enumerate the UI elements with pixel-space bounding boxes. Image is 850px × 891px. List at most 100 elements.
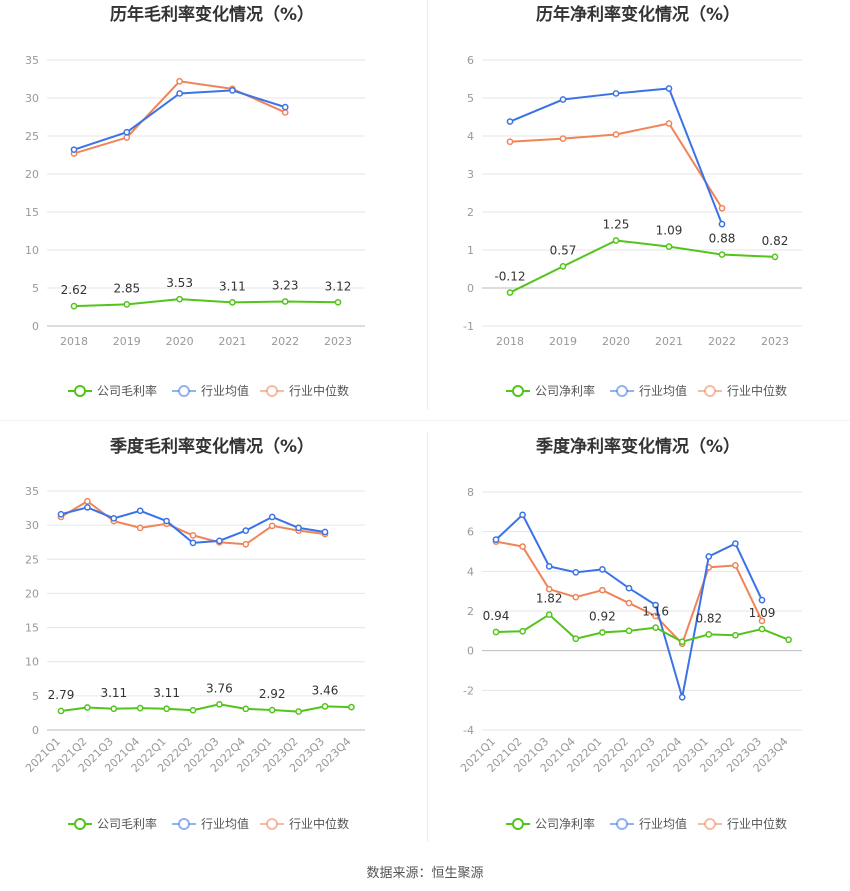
data-source-note: 数据来源：恒生聚源 <box>366 866 484 881</box>
data-point-company <box>718 251 726 258</box>
legend-label: 行业均值 <box>639 816 687 831</box>
data-point-industry_median <box>545 585 553 593</box>
series-line-company <box>495 613 789 643</box>
data-point-industry_avg <box>665 85 673 92</box>
data-point-industry_avg <box>705 553 713 560</box>
legend-item-industry_median[interactable]: 行业中位数 <box>260 383 349 398</box>
data-point-company <box>70 302 78 310</box>
legend-item-industry_avg[interactable]: 行业均值 <box>172 816 249 831</box>
data-point-company <box>84 704 91 711</box>
data-point-industry_median <box>123 134 131 141</box>
data-point-industry_avg <box>545 563 553 570</box>
legend-label: 行业中位数 <box>727 383 787 398</box>
y-tick-label: 30 <box>25 519 39 532</box>
data-label: 2.92 <box>259 687 286 701</box>
data-point-industry_avg <box>718 220 726 228</box>
data-point-company <box>229 299 236 306</box>
chart-title: 历年毛利率变化情况（%） <box>110 4 314 25</box>
chart-title: 季度净利率变化情况（%） <box>536 436 740 457</box>
data-point-company <box>321 703 329 710</box>
data-label: 1.25 <box>603 218 630 232</box>
y-tick-label: 0 <box>32 320 39 333</box>
data-point-industry_avg <box>57 510 65 518</box>
data-label: 1.16 <box>642 605 669 619</box>
data-point-industry_avg <box>492 536 500 543</box>
series-line-company <box>60 703 352 713</box>
data-point-company <box>652 624 659 632</box>
data-point-industry_avg <box>295 524 302 532</box>
y-tick-label: 4 <box>467 565 474 578</box>
data-point-industry_avg <box>612 90 620 97</box>
legend-item-industry_median[interactable]: 行业中位数 <box>698 816 787 831</box>
legend-label: 公司毛利率 <box>97 816 157 831</box>
data-point-company <box>189 706 197 714</box>
data-point-industry_avg <box>84 504 91 511</box>
data-point-industry_median <box>136 524 144 532</box>
data-label: 0.92 <box>589 609 616 623</box>
series-line-company <box>73 298 339 308</box>
y-tick-label: 4 <box>467 130 474 143</box>
legend-label: 行业均值 <box>201 816 249 831</box>
legend-item-industry_avg[interactable]: 行业均值 <box>610 383 687 398</box>
y-tick-label: 6 <box>467 54 474 67</box>
data-point-industry_median <box>599 586 606 594</box>
data-point-industry_avg <box>242 527 250 534</box>
data-point-company <box>334 298 342 306</box>
data-point-company <box>492 628 500 636</box>
legend-swatch-marker <box>512 818 524 830</box>
chart-title: 历年净利率变化情况（%） <box>536 4 740 25</box>
data-point-industry_avg <box>506 118 514 125</box>
data-point-company <box>758 625 766 633</box>
data-point-industry_avg <box>652 601 659 609</box>
y-tick-label: 15 <box>25 206 39 219</box>
data-label: 0.94 <box>483 609 510 623</box>
legend-item-industry_median[interactable]: 行业中位数 <box>260 816 349 831</box>
data-point-company <box>57 707 65 715</box>
data-label: 3.11 <box>100 686 127 700</box>
data-point-company <box>136 704 144 712</box>
legend-item-industry_median[interactable]: 行业中位数 <box>698 383 787 398</box>
x-tick-label: 2021 <box>218 335 246 348</box>
legend-swatch-marker <box>74 818 86 830</box>
data-point-industry_median <box>519 543 526 550</box>
data-point-company <box>281 298 289 305</box>
data-point-industry_avg <box>572 568 580 576</box>
y-tick-label: 8 <box>467 486 474 499</box>
y-tick-label: 10 <box>25 656 39 669</box>
y-tick-label: 30 <box>25 92 39 105</box>
legend-item-company[interactable]: 公司毛利率 <box>68 383 157 398</box>
legend-label: 公司净利率 <box>535 383 595 398</box>
legend-item-industry_avg[interactable]: 行业均值 <box>172 383 249 398</box>
x-tick-label: 2019 <box>549 335 577 348</box>
data-point-company <box>506 289 514 296</box>
data-point-industry_median <box>242 540 250 548</box>
data-point-industry_median <box>758 617 766 625</box>
legend-label: 行业中位数 <box>289 816 349 831</box>
y-tick-label: 20 <box>25 168 39 181</box>
data-label: 3.53 <box>166 276 193 290</box>
data-label: 0.82 <box>695 611 722 625</box>
legend-item-company[interactable]: 公司净利率 <box>506 383 595 398</box>
data-label: 3.12 <box>325 279 352 293</box>
y-tick-label: 3 <box>467 168 474 181</box>
legend-label: 行业中位数 <box>727 816 787 831</box>
legend-swatch-marker <box>266 385 278 397</box>
data-point-company <box>732 631 739 639</box>
data-label: 2.85 <box>113 281 140 295</box>
data-point-industry_avg <box>732 540 739 547</box>
data-point-company <box>665 243 673 250</box>
legend-item-industry_avg[interactable]: 行业均值 <box>610 816 687 831</box>
legend-swatch-marker <box>178 818 190 830</box>
legend-item-company[interactable]: 公司净利率 <box>506 816 595 831</box>
y-tick-label: 2 <box>467 206 474 219</box>
legend-label: 公司净利率 <box>535 816 595 831</box>
y-tick-label: 5 <box>32 282 39 295</box>
x-tick-label: 2021 <box>655 335 683 348</box>
y-tick-label: 25 <box>25 130 39 143</box>
data-label: 0.88 <box>709 232 736 246</box>
data-point-company <box>572 635 580 643</box>
data-point-industry_avg <box>136 507 144 515</box>
data-label: -0.12 <box>494 270 525 284</box>
data-point-industry_median <box>506 138 514 146</box>
legend-item-company[interactable]: 公司毛利率 <box>68 816 157 831</box>
